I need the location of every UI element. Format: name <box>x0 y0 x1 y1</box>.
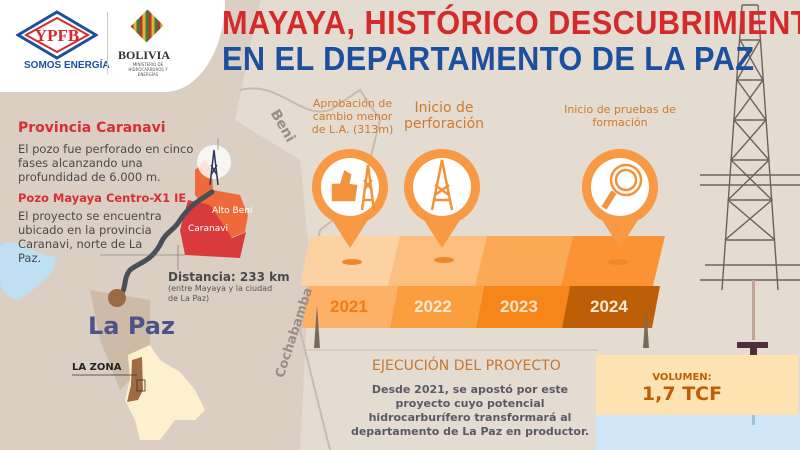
milestone-label-3: Inicio de pruebas de formación <box>564 103 676 129</box>
magnifier-icon <box>609 163 643 197</box>
province-title: Provincia Caranavi <box>18 120 166 136</box>
year-2024: 2024 <box>590 297 628 316</box>
volume-label: VOLUMEN: <box>652 372 712 383</box>
distance-label: Distancia: 233 km <box>168 270 290 284</box>
page-title-line2: EN EL DEPARTAMENTO DE LA PAZ <box>222 40 755 77</box>
drilling-rig-icon <box>430 159 454 211</box>
drilling-rig-icon <box>360 164 376 211</box>
bolivia-mini-map <box>125 345 205 440</box>
year-bar-2022 <box>390 286 484 328</box>
route-line <box>115 189 215 299</box>
bolivia-emblem <box>130 9 164 43</box>
map-label-alto-beni: Alto Beni <box>212 206 253 216</box>
year-bar-2023 <box>476 286 570 328</box>
distance-note: (entre Mayaya y la ciudad de La Paz) <box>168 284 273 303</box>
ypfb-logo: YPFB <box>16 10 98 60</box>
milestone-label-2: Inicio de perforación <box>403 100 485 132</box>
gov-logo-text: BOLIVIA <box>118 48 171 62</box>
alto-beni-region <box>195 160 248 238</box>
milestone-label-1: Aprobación de cambio menor de L.A. (313m… <box>311 97 394 136</box>
header-logo-area: YPFB SOMOS ENERGÍA BOLIVIA MINISTERIO DE… <box>0 0 225 92</box>
thumbs-up-icon <box>331 170 358 202</box>
volume-value: 1,7 TCF <box>641 383 723 405</box>
volume-box: VOLUMEN: 1,7 TCF <box>596 355 798 415</box>
year-bar-2024 <box>562 286 660 328</box>
map-label-caranavi: Caranavi <box>188 224 229 234</box>
execution-text: Desde 2021, se apostó por este proyecto … <box>350 383 590 438</box>
map-label-la-paz: La Paz <box>88 312 175 340</box>
svg-text:YPFB: YPFB <box>35 26 79 45</box>
oil-rig-illustration <box>700 4 800 291</box>
year-2022: 2022 <box>414 297 452 316</box>
well-tower-icon <box>209 149 219 186</box>
slogan: SOMOS ENERGÍA <box>24 60 110 71</box>
year-2023: 2023 <box>500 297 538 316</box>
year-2021: 2021 <box>330 297 368 316</box>
milestone-pin-2 <box>404 149 480 263</box>
gov-ministry: MINISTERIO DE HIDROCARBUROS Y ENERGÍAS <box>128 62 168 77</box>
well-title: Pozo Mayaya Centro-X1 IE <box>18 191 187 205</box>
province-text: El pozo fue perforado en cinco fases alc… <box>18 142 194 184</box>
page-title-line1: MAYAYA, HISTÓRICO DESCUBRIMIENTO <box>222 4 800 41</box>
zone-label: LA ZONA <box>72 362 122 373</box>
execution-title: EJECUCIÓN DEL PROYECTO <box>372 358 561 374</box>
year-bar-2021 <box>302 286 398 328</box>
province-info: Provincia Caranavi El pozo fue perforado… <box>18 120 218 184</box>
caranavi-region <box>180 200 246 258</box>
well-text: El proyecto se encuentra ubicado en la p… <box>18 209 162 265</box>
